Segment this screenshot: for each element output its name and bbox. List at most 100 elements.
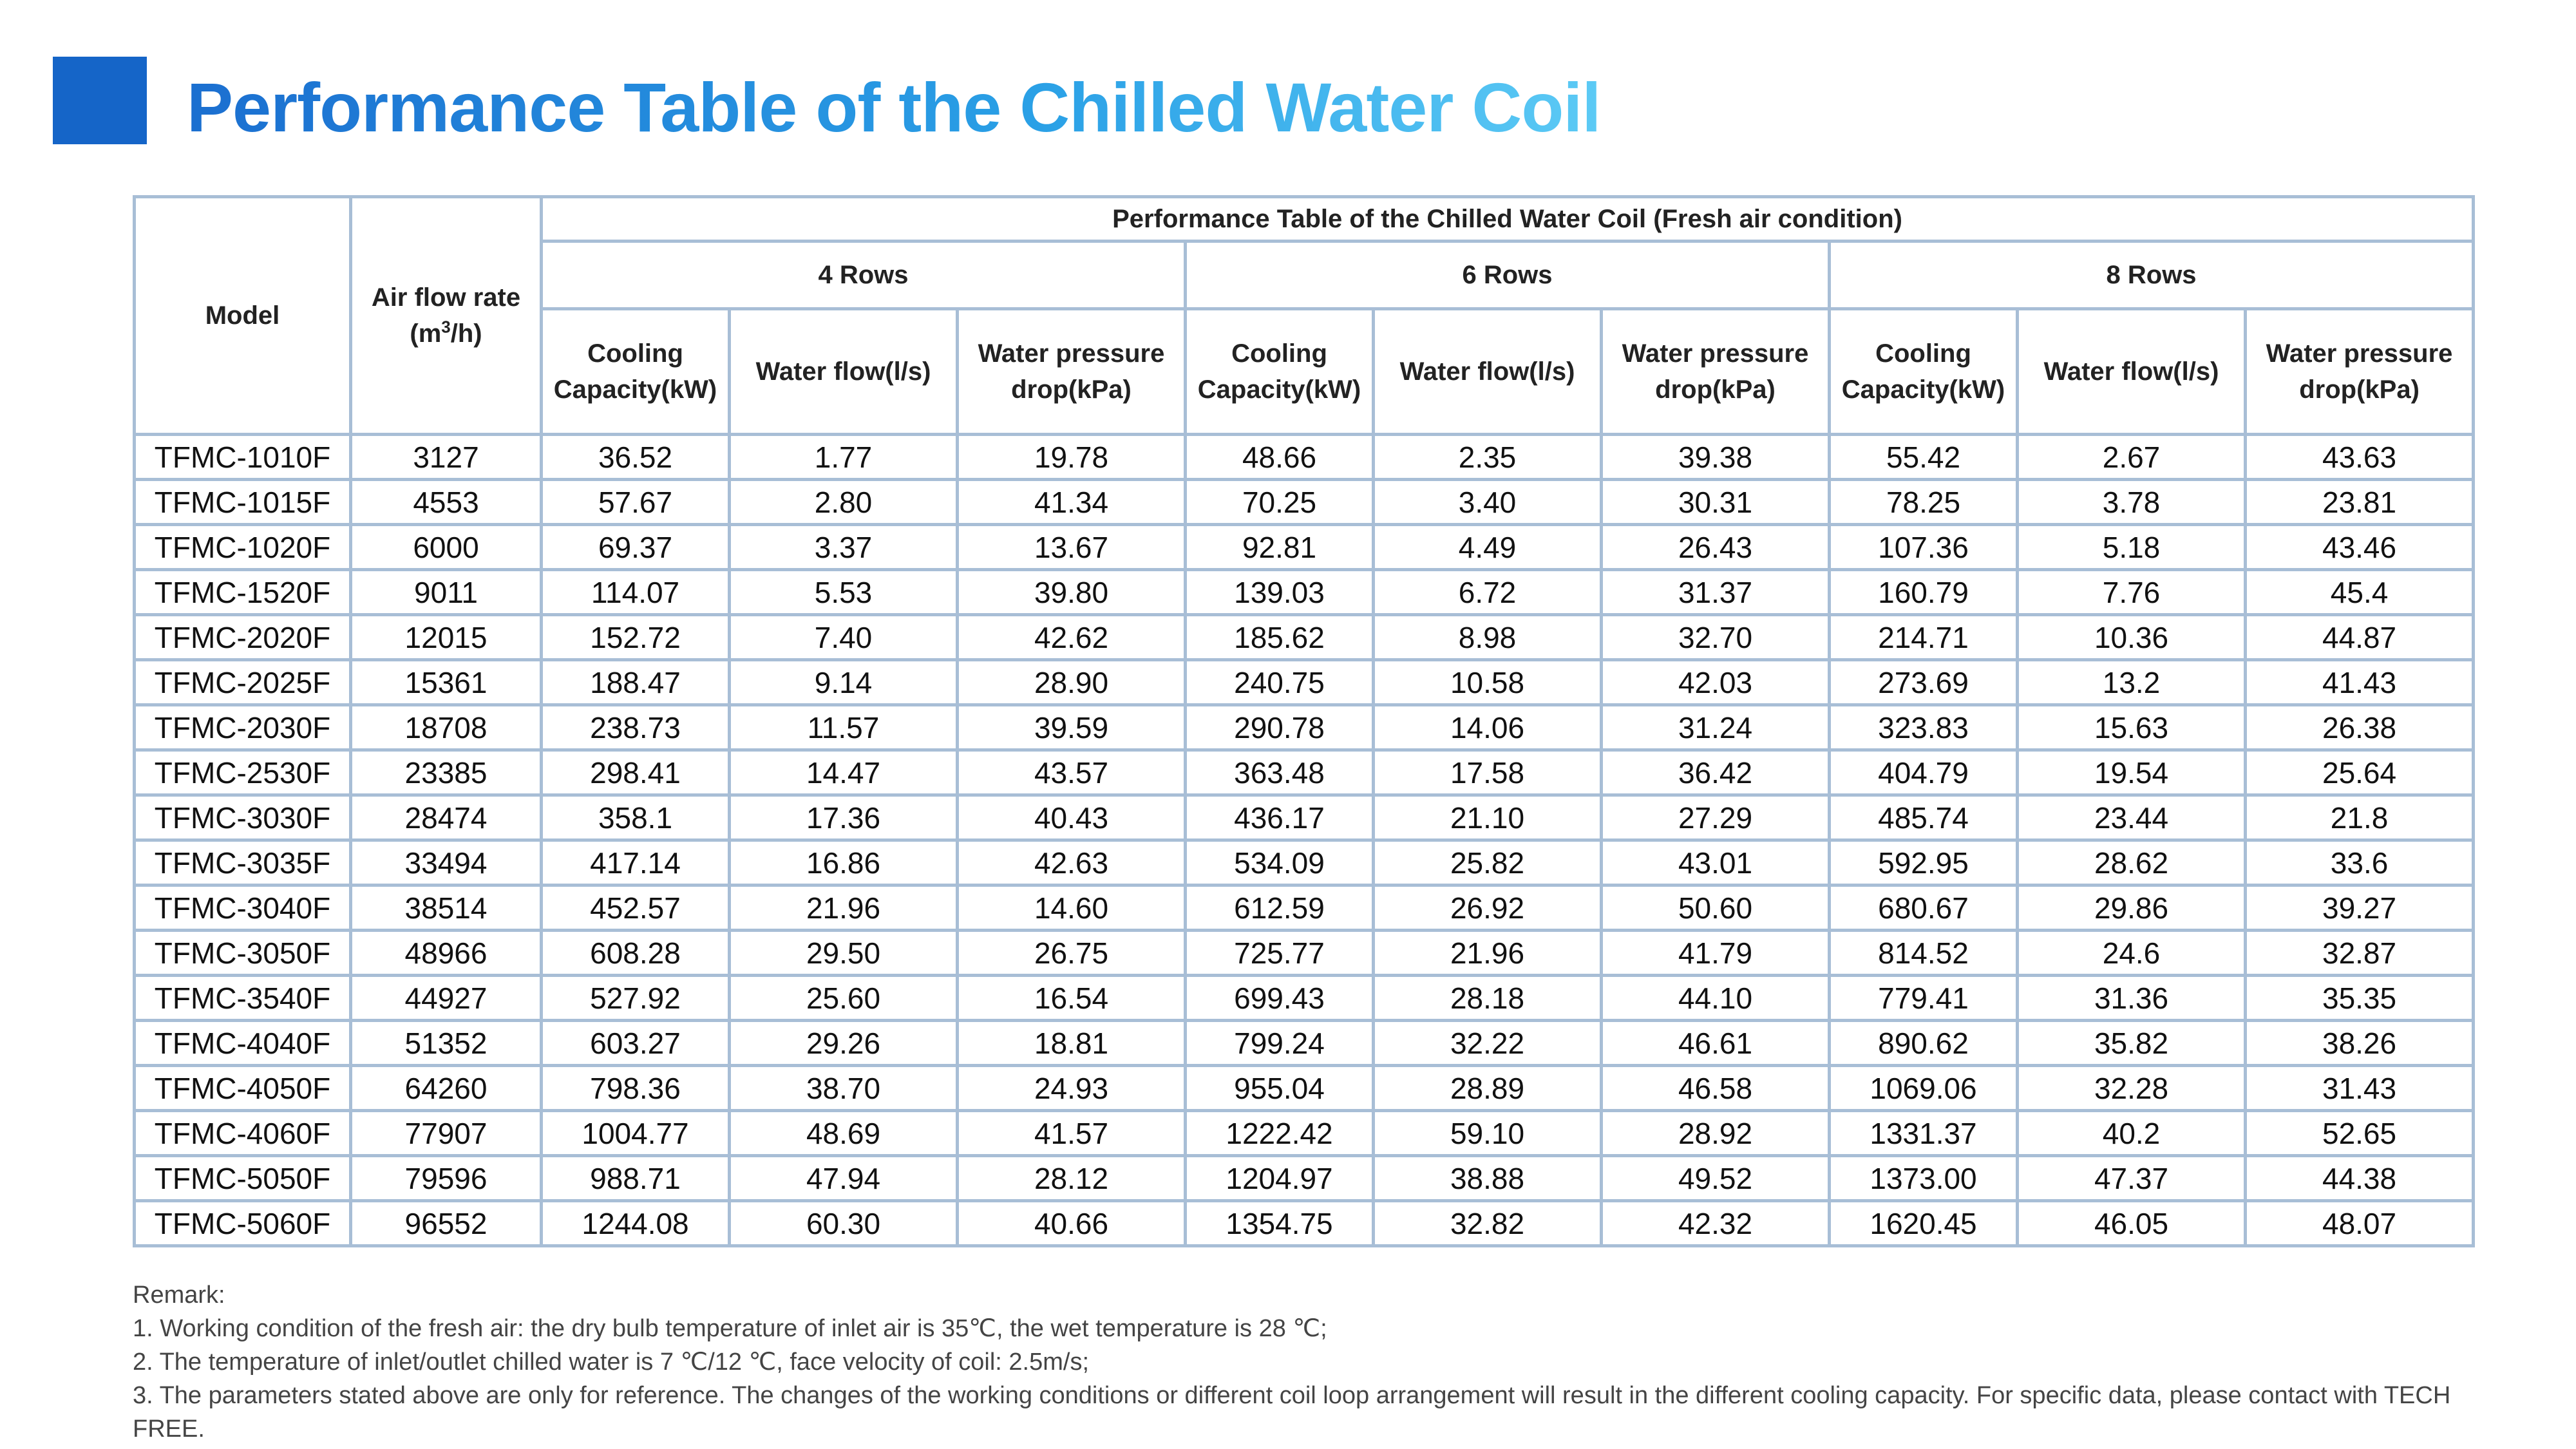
value-cell: 32.87	[2243, 929, 2476, 977]
table-row: TFMC-1015F 4553 57.67 2.80 41.34 70.25 3.40 30.…	[133, 478, 2476, 526]
model-cell: TFMC-4050F	[133, 1064, 352, 1112]
model-cell: TFMC-3040F	[133, 884, 352, 932]
value-cell: 14.06	[1372, 703, 1603, 752]
value-cell: 7.40	[728, 613, 959, 661]
value-cell: 40.2	[2016, 1109, 2247, 1157]
value-cell: 23.81	[2243, 478, 2476, 526]
model-cell: TFMC-3030F	[133, 793, 352, 842]
value-cell: 28.90	[956, 658, 1187, 706]
value-cell: 527.92	[540, 974, 731, 1022]
value-cell: 29.26	[728, 1019, 959, 1067]
value-cell: 15.63	[2016, 703, 2247, 752]
value-cell: 60.30	[728, 1199, 959, 1247]
subheader-water-pressure-drop: Water pressure drop(kPa)	[2243, 307, 2476, 436]
value-cell: 49.52	[1600, 1154, 1831, 1202]
value-cell: 13.67	[956, 523, 1187, 571]
value-cell: 35.35	[2243, 974, 2476, 1022]
subheader-cooling-capacity: Cooling Capacity(kW)	[540, 307, 731, 436]
table-row: TFMC-4060F 77907 1004.77 48.69 41.57 1222.42 5…	[133, 1109, 2476, 1157]
subheader-row: Cooling Capacity(kW) Water flow(l/s) Water…	[135, 307, 2476, 436]
value-cell: 48966	[349, 929, 543, 977]
value-cell: 779.41	[1828, 974, 2019, 1022]
value-cell: 2.67	[2016, 433, 2247, 481]
value-cell: 1354.75	[1184, 1199, 1375, 1247]
table-row: TFMC-1020F 6000 69.37 3.37 13.67 92.81 4.49 26.…	[133, 523, 2476, 571]
value-cell: 725.77	[1184, 929, 1375, 977]
value-cell: 32.22	[1372, 1019, 1603, 1067]
subheader-water-pressure-drop: Water pressure drop(kPa)	[1600, 307, 1831, 436]
value-cell: 13.2	[2016, 658, 2247, 706]
value-cell: 77907	[349, 1109, 543, 1157]
remark-2: 2. The temperature of inlet/outlet chill…	[133, 1349, 1090, 1376]
table-caption: Performance Table of the Chilled Water C…	[539, 195, 2476, 243]
value-cell: 39.80	[956, 568, 1187, 616]
value-cell: 21.96	[728, 884, 959, 932]
value-cell: 28.89	[1372, 1064, 1603, 1112]
value-cell: 44927	[349, 974, 543, 1022]
value-cell: 55.42	[1828, 433, 2019, 481]
value-cell: 699.43	[1184, 974, 1375, 1022]
value-cell: 46.58	[1600, 1064, 1831, 1112]
value-cell: 592.95	[1828, 838, 2019, 887]
value-cell: 1004.77	[540, 1109, 731, 1157]
value-cell: 31.37	[1600, 568, 1831, 616]
table-row: TFMC-2025F 15361 188.47 9.14 28.90 240.75 10.5…	[133, 658, 2476, 706]
value-cell: 9.14	[728, 658, 959, 706]
value-cell: 17.36	[728, 793, 959, 842]
model-cell: TFMC-1010F	[133, 433, 352, 481]
value-cell: 21.96	[1372, 929, 1603, 977]
value-cell: 603.27	[540, 1019, 731, 1067]
remark-heading: Remark:	[133, 1282, 225, 1309]
table-row: TFMC-3030F 28474 358.1 17.36 40.43 436.17 21.1…	[133, 793, 2476, 842]
value-cell: 14.60	[956, 884, 1187, 932]
value-cell: 188.47	[540, 658, 731, 706]
value-cell: 44.38	[2243, 1154, 2476, 1202]
value-cell: 3.40	[1372, 478, 1603, 526]
value-cell: 42.03	[1600, 658, 1831, 706]
value-cell: 363.48	[1184, 748, 1375, 797]
value-cell: 18.81	[956, 1019, 1187, 1067]
value-cell: 1331.37	[1828, 1109, 2019, 1157]
value-cell: 38.26	[2243, 1019, 2476, 1067]
value-cell: 9011	[349, 568, 543, 616]
value-cell: 21.10	[1372, 793, 1603, 842]
table-row: TFMC-2020F 12015 152.72 7.40 42.62 185.62 8.98…	[133, 613, 2476, 661]
value-cell: 36.42	[1600, 748, 1831, 797]
value-cell: 44.87	[2243, 613, 2476, 661]
value-cell: 290.78	[1184, 703, 1375, 752]
value-cell: 404.79	[1828, 748, 2019, 797]
table-row: TFMC-4050F 64260 798.36 38.70 24.93 955.04 28.…	[133, 1064, 2476, 1112]
value-cell: 57.67	[540, 478, 731, 526]
value-cell: 4.49	[1372, 523, 1603, 571]
subheader-water-pressure-drop: Water pressure drop(kPa)	[956, 307, 1187, 436]
value-cell: 96552	[349, 1199, 543, 1247]
value-cell: 46.61	[1600, 1019, 1831, 1067]
value-cell: 35.82	[2016, 1019, 2247, 1067]
value-cell: 2.80	[728, 478, 959, 526]
value-cell: 1373.00	[1828, 1154, 2019, 1202]
table-row: TFMC-2530F 23385 298.41 14.47 43.57 363.48 17.…	[133, 748, 2476, 797]
subheader-cooling-capacity: Cooling Capacity(kW)	[1184, 307, 1375, 436]
value-cell: 24.6	[2016, 929, 2247, 977]
value-cell: 988.71	[540, 1154, 731, 1202]
value-cell: 31.43	[2243, 1064, 2476, 1112]
value-cell: 5.53	[728, 568, 959, 616]
model-cell: TFMC-1520F	[133, 568, 352, 616]
value-cell: 28.92	[1600, 1109, 1831, 1157]
value-cell: 18708	[349, 703, 543, 752]
value-cell: 41.43	[2243, 658, 2476, 706]
value-cell: 39.27	[2243, 884, 2476, 932]
value-cell: 26.75	[956, 929, 1187, 977]
value-cell: 23385	[349, 748, 543, 797]
value-cell: 2.35	[1372, 433, 1603, 481]
value-cell: 32.82	[1372, 1199, 1603, 1247]
value-cell: 43.46	[2243, 523, 2476, 571]
header-airflow-unit: (m3/h)	[410, 317, 482, 348]
value-cell: 43.01	[1600, 838, 1831, 887]
value-cell: 50.60	[1600, 884, 1831, 932]
value-cell: 29.86	[2016, 884, 2247, 932]
value-cell: 51352	[349, 1019, 543, 1067]
value-cell: 64260	[349, 1064, 543, 1112]
value-cell: 38514	[349, 884, 543, 932]
value-cell: 534.09	[1184, 838, 1375, 887]
